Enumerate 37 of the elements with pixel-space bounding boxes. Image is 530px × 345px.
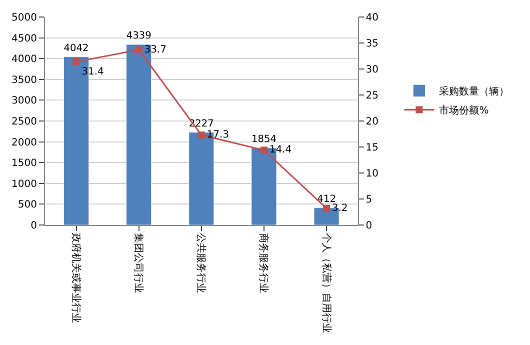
point	[323, 204, 330, 212]
y-tick-label: 4000	[12, 54, 37, 66]
data-label: 1854	[251, 134, 276, 145]
x-tick-label: 商务服务行业	[258, 233, 270, 293]
data-label: 4042	[64, 42, 89, 54]
data-label: 4339	[126, 30, 152, 42]
y-tick-label: 4500	[12, 33, 37, 44]
y-tick-label: 1500	[12, 158, 37, 170]
y2-tick-label: 20	[366, 116, 379, 128]
data-label: 412	[316, 194, 336, 205]
legend-label: 采购数量（辆）	[439, 86, 510, 98]
point	[260, 146, 268, 154]
x-tick-label: 个人（私营）自用行业	[320, 233, 332, 333]
y-tick-label: 2000	[12, 137, 37, 148]
y2-tick-label: 15	[366, 142, 379, 154]
y-tick-label: 1000	[12, 178, 37, 190]
x-tick-label: 公共服务行业	[195, 233, 208, 293]
y-tick-label: 3500	[12, 74, 37, 86]
y2-tick-label: 35	[366, 38, 379, 50]
y-tick-label: 5000	[12, 12, 37, 24]
point	[72, 58, 80, 66]
data-label: 3.2	[332, 202, 348, 214]
y-tick-label: 2500	[12, 116, 37, 128]
y2-tick-label: 0	[366, 220, 372, 232]
y-tick-label: 0	[30, 220, 37, 232]
y2-tick-label: 10	[366, 168, 379, 180]
point	[135, 46, 142, 54]
y2-tick-label: 30	[366, 64, 379, 76]
point	[198, 132, 205, 139]
y-tick-label: 3000	[12, 96, 37, 107]
y2-tick-label: 40	[366, 12, 379, 24]
y-tick-label: 500	[18, 200, 37, 211]
y2-tick-label: 5	[366, 194, 372, 206]
x-tick-label: 集团公司行业	[132, 233, 145, 293]
legend-label: 市场份额%	[439, 104, 489, 117]
x-tick-label: 政府机关或事业行业	[70, 233, 82, 323]
y2-tick-label: 25	[366, 90, 379, 102]
